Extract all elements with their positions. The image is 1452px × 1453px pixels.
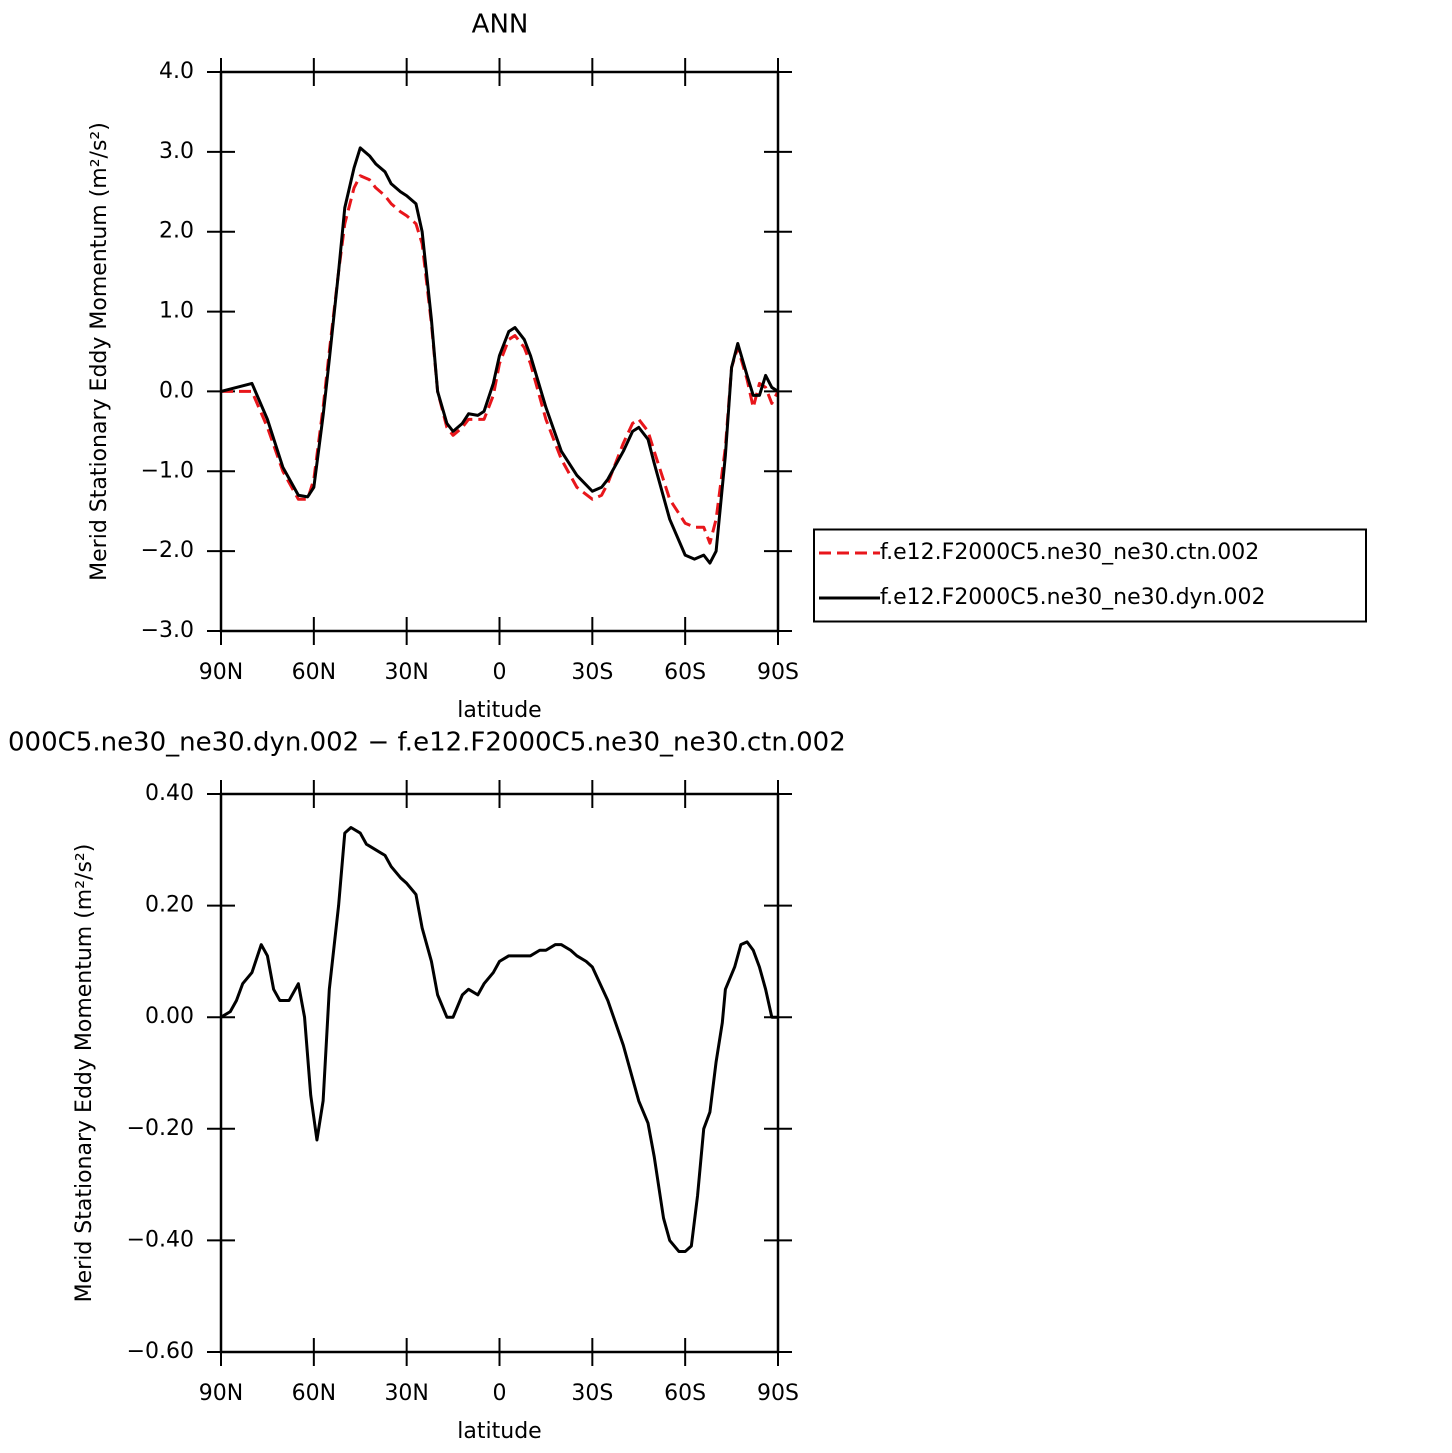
y-axis-label: Merid Stationary Eddy Momentum (m²/s²) bbox=[72, 844, 97, 1303]
y-tick-label: −0.40 bbox=[127, 1227, 194, 1252]
x-tick-label: 90N bbox=[199, 660, 243, 685]
x-tick-label: 30N bbox=[384, 1381, 428, 1406]
x-tick-label: 0 bbox=[493, 660, 507, 685]
y-axis-label: Merid Stationary Eddy Momentum (m²/s²) bbox=[87, 122, 112, 581]
y-tick-label: 3.0 bbox=[159, 139, 194, 164]
y-tick-label: 0.00 bbox=[145, 1004, 194, 1029]
x-tick-label: 90S bbox=[757, 1381, 799, 1406]
y-tick-label: 1.0 bbox=[159, 299, 194, 324]
y-tick-label: 4.0 bbox=[159, 59, 194, 84]
chart-title: ANN bbox=[472, 10, 529, 40]
y-tick-label: 0.40 bbox=[145, 781, 194, 806]
legend-label: f.e12.F2000C5.ne30_ne30.dyn.002 bbox=[880, 585, 1266, 610]
y-tick-label: −2.0 bbox=[141, 538, 194, 563]
x-tick-label: 60N bbox=[292, 1381, 336, 1406]
series-line bbox=[220, 825, 778, 1254]
x-tick-label: 60S bbox=[664, 1381, 706, 1406]
plot-frame bbox=[219, 70, 780, 633]
chart-title: 000C5.ne30_ne30.dyn.002 − f.e12.F2000C5.… bbox=[8, 728, 846, 758]
x-tick-label: 90N bbox=[199, 1381, 243, 1406]
x-tick-label: 30S bbox=[571, 660, 613, 685]
x-tick-label: 60S bbox=[664, 660, 706, 685]
legend-box bbox=[813, 528, 1367, 623]
x-tick-label: 60N bbox=[292, 660, 336, 685]
y-tick-label: 2.0 bbox=[159, 219, 194, 244]
x-tick-label: 0 bbox=[493, 1381, 507, 1406]
x-tick-label: 30S bbox=[571, 1381, 613, 1406]
y-tick-label: −1.0 bbox=[141, 458, 194, 483]
x-tick-label: 30N bbox=[384, 660, 428, 685]
x-tick-label: 90S bbox=[757, 660, 799, 685]
x-axis-label: latitude bbox=[457, 698, 541, 723]
y-tick-label: −3.0 bbox=[141, 618, 194, 643]
y-tick-label: −0.60 bbox=[127, 1339, 194, 1364]
legend-label: f.e12.F2000C5.ne30_ne30.ctn.002 bbox=[880, 540, 1259, 565]
plot-frame bbox=[219, 792, 780, 1354]
series-line bbox=[221, 174, 780, 545]
x-axis-label: latitude bbox=[457, 1419, 541, 1444]
y-tick-label: −0.20 bbox=[127, 1116, 194, 1141]
series-line bbox=[220, 146, 779, 565]
y-tick-label: 0.20 bbox=[145, 893, 194, 918]
y-tick-label: 0.0 bbox=[159, 378, 194, 403]
